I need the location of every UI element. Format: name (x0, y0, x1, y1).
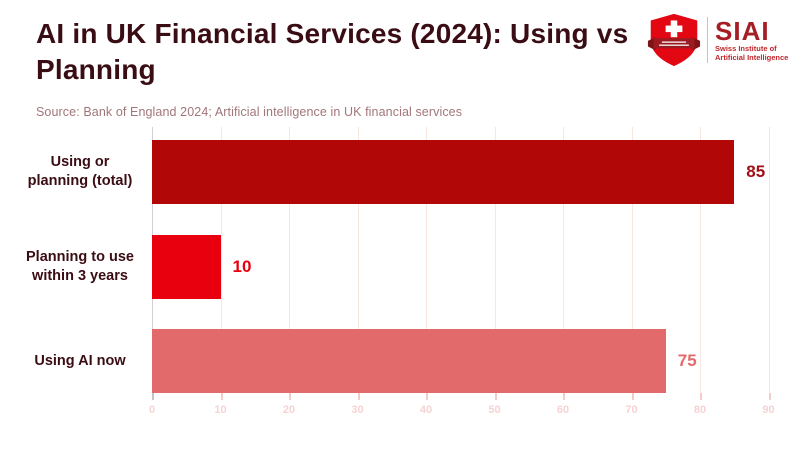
axis-tick (631, 393, 634, 400)
swiss-shield-icon (647, 13, 701, 67)
gridline (700, 127, 701, 393)
gridline (631, 127, 633, 393)
axis-tick-label: 30 (351, 404, 364, 416)
gridline (426, 127, 427, 393)
category-label: Using or planning (total) (27, 154, 133, 189)
axis-tick-label: 90 (762, 404, 775, 416)
gridline (220, 127, 222, 393)
axis-tick-label: 50 (488, 404, 501, 416)
axis-tick (563, 393, 565, 400)
category-label: Planning to use within 3 years (26, 248, 134, 284)
axis-tick (494, 393, 497, 400)
gridline (768, 127, 770, 393)
page-title: AI in UK Financial Services (2024): Usin… (36, 16, 646, 88)
title-line-2: Planning (36, 54, 156, 85)
value-label: 85 (746, 162, 766, 181)
bar (152, 140, 735, 204)
bar (152, 234, 221, 299)
axis-tick (289, 393, 291, 400)
axis-tick (220, 393, 223, 400)
title-line-1: AI in UK Financial Services (2024): Usin… (36, 18, 629, 49)
value-label: 75 (677, 351, 697, 370)
axis-tick-label: 20 (282, 404, 296, 416)
axis-tick (768, 393, 771, 400)
axis-tick-label: 60 (556, 404, 570, 416)
source-note: Source: Bank of England 2024; Artificial… (36, 105, 463, 119)
logo-subtitle-2: Artificial Intelligence (715, 53, 789, 62)
axis-tick-label: 0 (148, 404, 156, 416)
siai-logo: SIAI Swiss Institute of Artificial Intel… (646, 13, 788, 67)
logo-divider (707, 17, 708, 63)
gridline (357, 127, 359, 393)
axis-tick (700, 393, 702, 400)
gridline (563, 127, 564, 393)
gridline (494, 127, 496, 393)
logo-text: SIAI Swiss Institute of Artificial Intel… (715, 18, 788, 62)
axis-tick (152, 393, 154, 400)
axis-tick-label: 40 (419, 404, 433, 416)
gridline (289, 127, 290, 393)
logo-subtitle-1: Swiss Institute of (715, 44, 777, 53)
axis-tick-label: 80 (693, 404, 707, 416)
axis-tick (426, 393, 428, 400)
logo-acronym: SIAI (715, 16, 770, 46)
bar (152, 329, 666, 393)
category-label: Using AI now (34, 352, 126, 369)
axis-tick (357, 393, 360, 400)
axis-tick-label: 10 (214, 404, 227, 416)
value-label: 10 (232, 256, 252, 276)
axis-tick-label: 70 (625, 404, 638, 416)
